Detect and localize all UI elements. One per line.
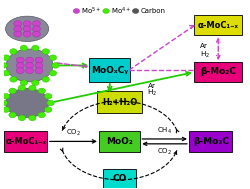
Circle shape [38, 112, 45, 118]
Circle shape [49, 55, 56, 60]
Text: β-Mo₂C: β-Mo₂C [200, 67, 235, 77]
Circle shape [35, 62, 43, 68]
Circle shape [23, 21, 31, 27]
Text: CO$_2$: CO$_2$ [156, 147, 171, 157]
Circle shape [32, 31, 40, 37]
Circle shape [9, 112, 16, 118]
Circle shape [23, 26, 31, 32]
Circle shape [32, 21, 40, 27]
Circle shape [14, 26, 22, 32]
FancyBboxPatch shape [188, 131, 232, 152]
Text: β-Mo₂C: β-Mo₂C [192, 137, 228, 146]
Circle shape [28, 85, 36, 91]
Circle shape [26, 57, 34, 63]
Circle shape [18, 115, 26, 121]
Circle shape [42, 49, 49, 54]
FancyBboxPatch shape [99, 131, 140, 152]
Ellipse shape [6, 16, 48, 42]
Circle shape [102, 9, 109, 13]
Text: CO$_2$: CO$_2$ [66, 128, 81, 138]
Text: Mo$^{4+}$: Mo$^{4+}$ [110, 5, 130, 17]
Circle shape [73, 9, 79, 13]
Circle shape [38, 88, 45, 94]
FancyBboxPatch shape [96, 91, 142, 113]
Text: CO: CO [112, 174, 126, 184]
Circle shape [26, 62, 34, 68]
Circle shape [14, 21, 22, 27]
FancyBboxPatch shape [89, 58, 130, 82]
Circle shape [35, 57, 43, 63]
FancyBboxPatch shape [194, 62, 241, 82]
Text: H$_2$: H$_2$ [199, 50, 209, 60]
Circle shape [52, 63, 59, 68]
Text: Ar: Ar [147, 83, 155, 89]
Text: Ar: Ar [199, 43, 207, 49]
Circle shape [44, 107, 52, 112]
Text: MoOₓCᵧ: MoOₓCᵧ [91, 66, 128, 75]
Circle shape [28, 115, 36, 121]
Circle shape [20, 45, 28, 51]
Circle shape [23, 31, 31, 37]
Circle shape [16, 57, 24, 63]
Circle shape [18, 85, 26, 91]
Circle shape [20, 80, 28, 86]
Text: Mo$^{5+}$: Mo$^{5+}$ [81, 5, 101, 17]
Circle shape [26, 68, 34, 74]
Circle shape [10, 77, 17, 82]
Circle shape [2, 107, 10, 112]
Circle shape [10, 49, 17, 54]
Text: α-MoC₁₋ₓ: α-MoC₁₋ₓ [197, 21, 238, 30]
Ellipse shape [6, 88, 48, 118]
Text: Carbon: Carbon [140, 8, 165, 14]
Circle shape [9, 88, 16, 94]
Circle shape [16, 68, 24, 74]
Text: CH$_4$: CH$_4$ [156, 126, 171, 136]
Text: H$_2$: H$_2$ [146, 88, 156, 98]
Circle shape [0, 63, 7, 68]
Circle shape [35, 68, 43, 74]
Text: H₂+H₂O: H₂+H₂O [102, 98, 137, 107]
Circle shape [132, 9, 138, 13]
Circle shape [2, 55, 10, 60]
Circle shape [2, 93, 10, 99]
Circle shape [32, 26, 40, 32]
Circle shape [32, 80, 39, 86]
Circle shape [0, 100, 7, 106]
Circle shape [47, 100, 54, 106]
Circle shape [42, 77, 49, 82]
Ellipse shape [6, 49, 53, 82]
Text: α-MoC₁₋ₓ: α-MoC₁₋ₓ [5, 137, 46, 146]
Circle shape [32, 45, 39, 51]
Circle shape [2, 70, 10, 76]
Circle shape [14, 31, 22, 37]
Circle shape [16, 62, 24, 68]
Text: MoO₂: MoO₂ [106, 137, 132, 146]
Circle shape [44, 93, 52, 99]
FancyBboxPatch shape [4, 131, 47, 152]
Circle shape [49, 70, 56, 76]
FancyBboxPatch shape [194, 15, 241, 35]
FancyBboxPatch shape [102, 169, 136, 189]
